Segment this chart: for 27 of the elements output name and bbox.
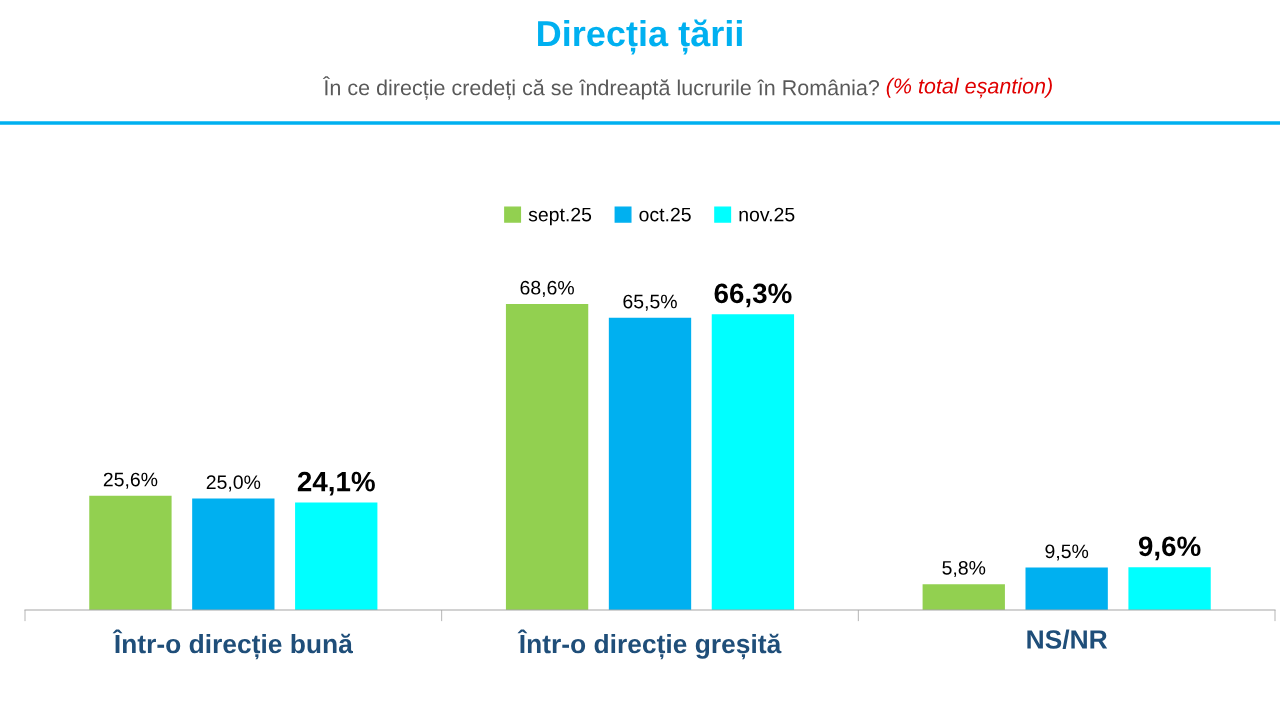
bar xyxy=(192,498,275,610)
chart-title: Direcția țării xyxy=(538,19,742,55)
bar xyxy=(295,502,378,610)
legend-label: oct.25 xyxy=(639,207,691,222)
data-label: 68,6% xyxy=(520,280,574,297)
legend-label: nov.25 xyxy=(739,207,795,222)
data-label: 25,6% xyxy=(103,472,158,489)
x-tick-label: NS/NR xyxy=(1027,629,1108,650)
legend-label: sept.25 xyxy=(528,207,592,226)
bar xyxy=(89,495,172,610)
bar xyxy=(608,317,692,610)
bar xyxy=(922,584,1005,610)
bar xyxy=(1025,567,1108,610)
chart-subtitle: În ce direcție credeți că se îndreaptă lucrurile în România? xyxy=(322,76,880,100)
bar xyxy=(1128,567,1211,610)
data-label: 24,1% xyxy=(297,471,375,496)
data-label: 9,5% xyxy=(1045,544,1089,561)
data-label: 65,5% xyxy=(623,294,677,311)
data-label: 5,8% xyxy=(942,560,986,578)
text: (% total eșantion) xyxy=(886,77,1052,99)
bar xyxy=(711,314,795,610)
data-label: 25,0% xyxy=(206,475,261,492)
x-tick-label: Într-o direcție greșită xyxy=(517,629,782,660)
data-label: 66,3% xyxy=(714,283,792,308)
data-label: 9,6% xyxy=(1138,536,1201,561)
bar xyxy=(505,304,589,610)
x-tick-label: Într-o direcție bună xyxy=(112,629,353,660)
